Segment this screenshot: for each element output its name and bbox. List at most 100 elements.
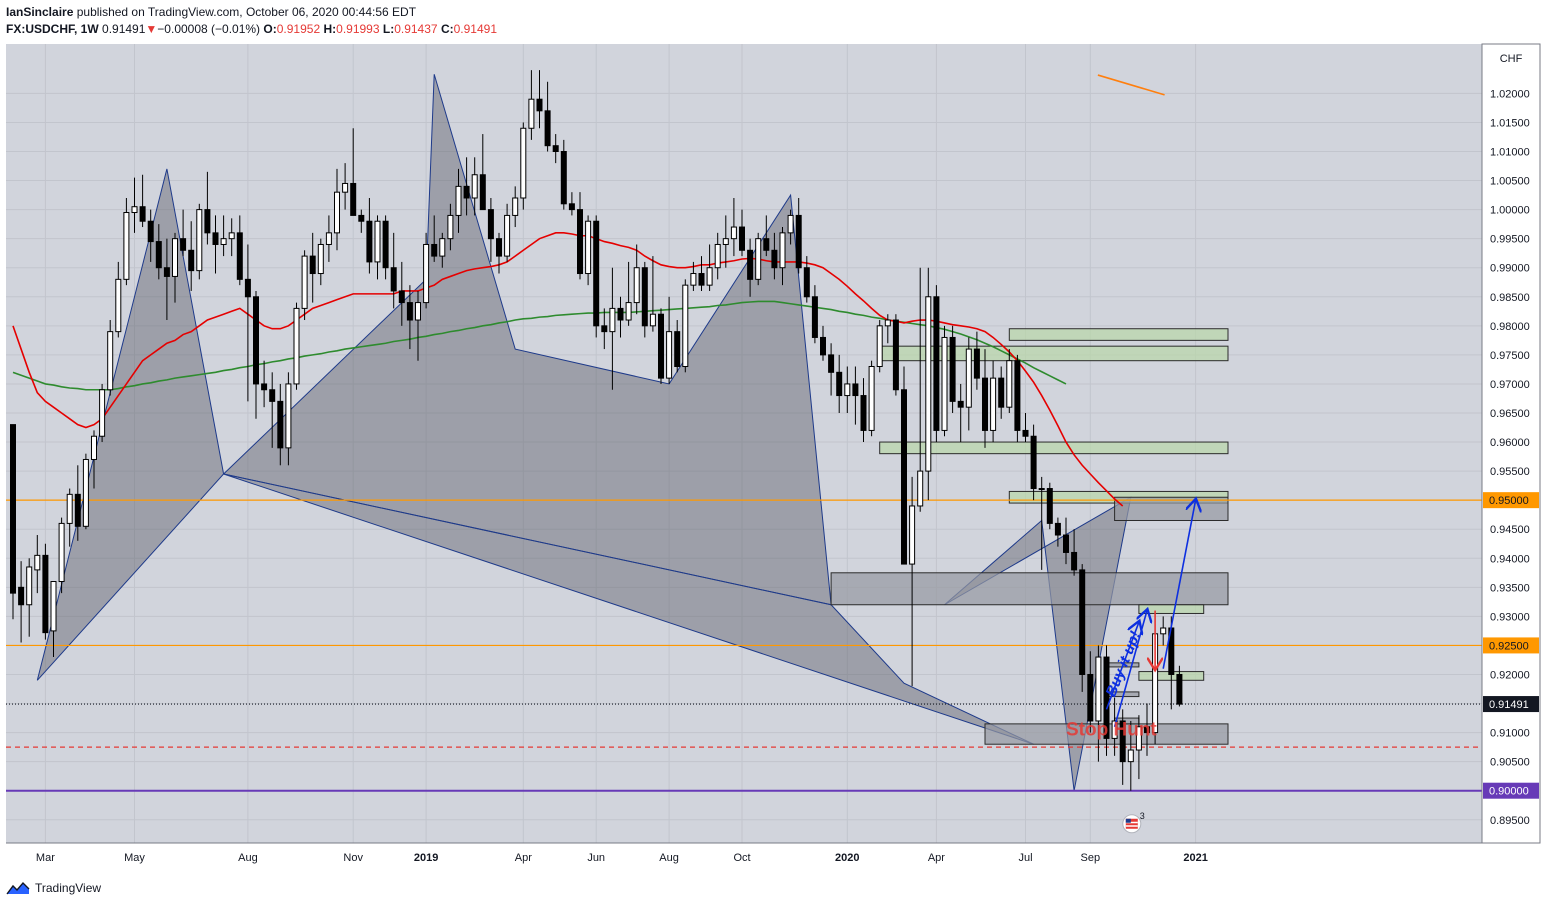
candle-up xyxy=(909,505,916,565)
candle-up xyxy=(50,581,57,632)
x-tick-label: Aug xyxy=(238,852,258,864)
candle-up xyxy=(196,209,203,272)
candle-down xyxy=(366,220,373,263)
candle-up xyxy=(455,185,462,216)
y-tick-label: 1.01000 xyxy=(1490,147,1530,159)
candle-up xyxy=(1135,726,1142,751)
candle-down xyxy=(188,249,195,272)
publisher-name[interactable]: IanSinclaire xyxy=(6,5,74,19)
candle-down xyxy=(739,226,745,251)
y-tick-label: 0.91000 xyxy=(1490,728,1530,740)
flag-stripe-white xyxy=(1125,825,1138,827)
candle-up xyxy=(884,319,891,327)
candle-up xyxy=(512,197,519,216)
x-tick-label: Jul xyxy=(1018,852,1032,864)
level-price-label: 0.92500 xyxy=(1489,640,1529,652)
candle-down xyxy=(795,214,802,269)
y-tick-label: 0.93000 xyxy=(1490,611,1530,623)
candle-up xyxy=(528,98,535,129)
candle-down xyxy=(479,174,486,211)
y-tick-label: 0.98000 xyxy=(1490,321,1530,333)
candle-down xyxy=(277,400,284,449)
candle-up xyxy=(520,127,527,199)
low-label: L: xyxy=(382,22,395,36)
y-tick-label: 0.97000 xyxy=(1490,379,1530,391)
price-zones xyxy=(830,328,1229,745)
candle-down xyxy=(763,238,770,251)
change-arrow-icon: ▼ xyxy=(145,22,158,36)
candle-up xyxy=(26,566,33,606)
horizontal-levels xyxy=(6,499,1482,792)
candle-down xyxy=(933,296,940,431)
candle-down xyxy=(350,182,357,216)
candle-down xyxy=(42,554,49,634)
candle-down xyxy=(139,206,146,222)
tradingview-logo-icon xyxy=(6,881,30,895)
y-tick-label: 0.90500 xyxy=(1490,757,1530,769)
candle-up xyxy=(131,206,138,214)
candle-up xyxy=(666,331,673,379)
x-tick-label: Apr xyxy=(928,852,945,864)
candle-down xyxy=(998,377,1005,408)
candle-up xyxy=(334,191,340,234)
harmonic-pattern xyxy=(223,473,1034,745)
level-price-label: 0.90000 xyxy=(1489,786,1529,798)
open-value: 0.91952 xyxy=(276,22,321,36)
candle-down xyxy=(147,220,154,243)
stop-hunt-label: Stop Hunt xyxy=(1066,719,1157,740)
candle-down xyxy=(10,424,16,594)
candle-down xyxy=(382,220,389,269)
candle-down xyxy=(155,241,162,269)
candle-down xyxy=(1079,569,1086,675)
x-tick-label: 2019 xyxy=(414,852,438,864)
candle-up xyxy=(787,214,794,234)
level-price-tag xyxy=(1483,492,1539,509)
candle-down xyxy=(836,371,843,397)
candle-down xyxy=(852,383,859,397)
symbol-interval[interactable]: FX:USDCHF, 1W xyxy=(6,22,99,36)
y-tick-label: 0.89500 xyxy=(1490,815,1530,827)
candle-up xyxy=(423,243,430,304)
candle-down xyxy=(1014,360,1021,431)
candle-up xyxy=(714,243,721,269)
flag-stripes xyxy=(1125,818,1138,829)
candle-up xyxy=(228,232,235,240)
candle-down xyxy=(860,395,867,431)
level-price-tag xyxy=(1483,637,1539,654)
candle-down xyxy=(180,238,187,251)
candle-down xyxy=(892,319,899,391)
open-label: O: xyxy=(263,22,277,36)
candle-down xyxy=(18,586,25,606)
candle-up xyxy=(941,336,948,431)
candle-down xyxy=(487,209,494,240)
candle-down xyxy=(1046,488,1053,524)
candle-down xyxy=(431,243,438,257)
candle-up xyxy=(471,174,478,199)
candle-up xyxy=(1038,488,1045,491)
level-price-tag xyxy=(1483,696,1539,713)
plot-background xyxy=(6,44,1482,843)
candle-up xyxy=(293,307,300,385)
candle-up xyxy=(342,182,349,193)
time-axis[interactable]: Mar May Aug Nov 2019 Apr Jun Aug Oct 2020 Apr Jul Se… xyxy=(6,842,1540,864)
x-tick-label: May xyxy=(124,852,145,864)
y-tick-label: 0.93500 xyxy=(1490,582,1530,594)
change-value: −0.00008 (−0.01%) xyxy=(157,22,261,36)
price-axis[interactable]: CHF 1.02000 1.01500 1.01000 1.00500 1.00000 0.… xyxy=(1481,43,1541,844)
footer-brand[interactable]: TradingView xyxy=(35,881,102,895)
x-tick-label: 2021 xyxy=(1183,852,1207,864)
candle-down xyxy=(568,203,575,211)
publish-line: IanSinclaire published on TradingView.co… xyxy=(6,5,416,19)
close-label: C: xyxy=(440,22,454,36)
candle-down xyxy=(236,232,243,280)
low-value: 0.91437 xyxy=(394,22,438,36)
candle-down xyxy=(212,232,219,245)
footer-branding: TradingView xyxy=(6,881,101,895)
published-text: published on TradingView.com, October 06… xyxy=(76,5,417,19)
candle-down xyxy=(1063,534,1069,553)
candle-down xyxy=(261,383,268,391)
candle-up xyxy=(325,232,332,245)
price-zone-green xyxy=(1008,328,1229,341)
candle-up xyxy=(91,435,97,460)
